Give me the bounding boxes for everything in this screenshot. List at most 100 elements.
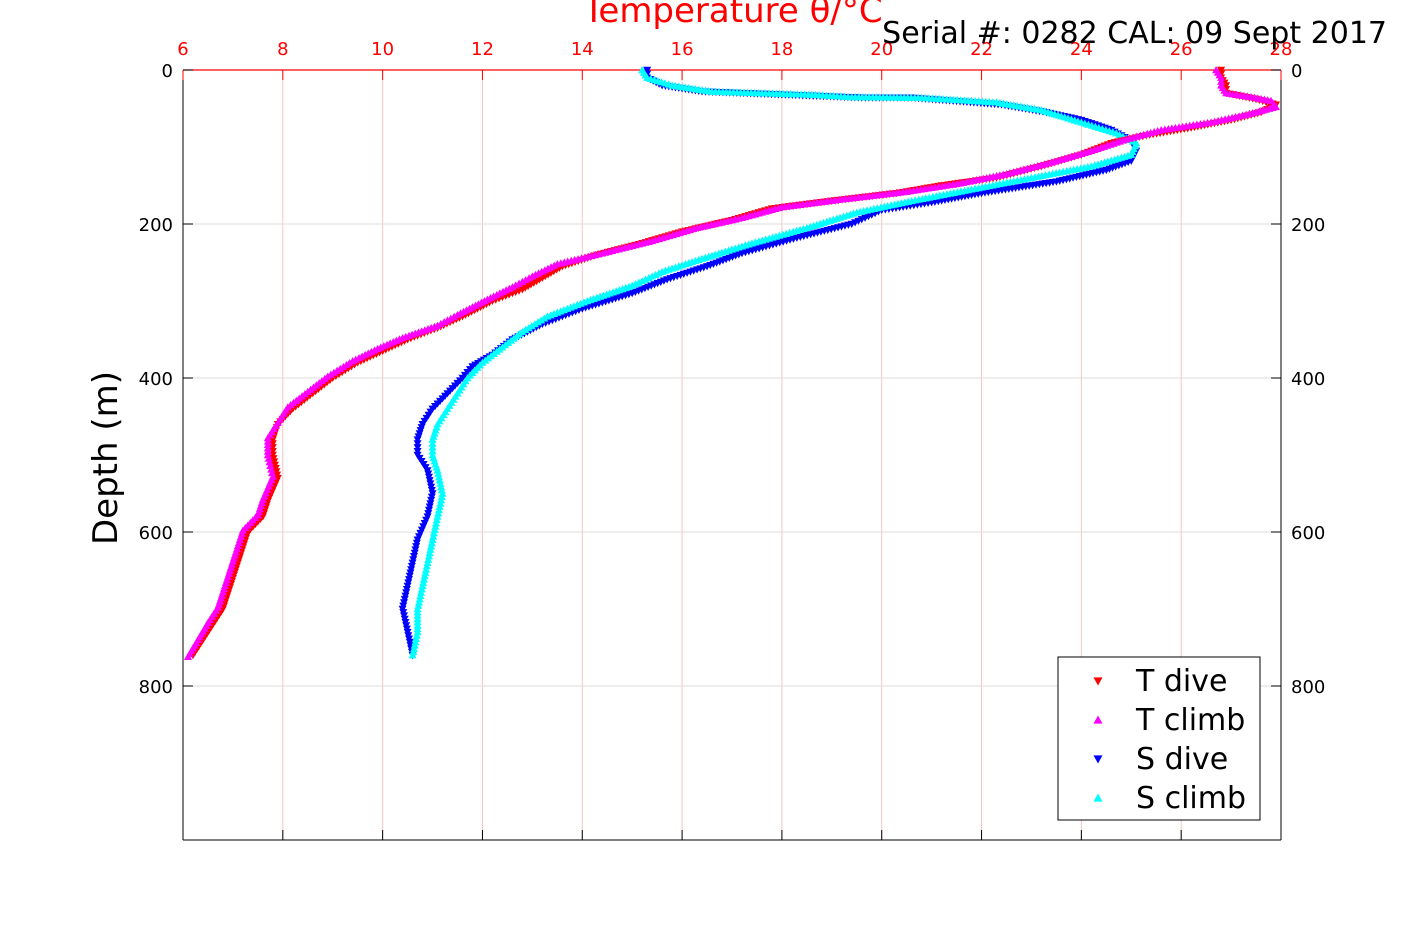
data-point [413, 440, 422, 448]
y-tick-label: 600 [139, 523, 173, 544]
data-point [428, 439, 437, 447]
data-point [409, 647, 418, 656]
data-point [428, 435, 437, 443]
data-point [413, 447, 422, 456]
data-point [419, 575, 428, 583]
data-point [424, 555, 433, 563]
y-tick-label: 400 [139, 369, 173, 390]
data-point [434, 469, 443, 477]
x-tick-label: 22 [970, 39, 993, 60]
data-point [434, 506, 443, 514]
data-point [437, 496, 446, 504]
series-s-dive [398, 66, 1141, 660]
data-point [418, 581, 427, 590]
data-point [432, 515, 441, 524]
data-point [268, 444, 277, 452]
legend-marker [1093, 677, 1103, 686]
data-point [268, 440, 277, 448]
series-s-climb [408, 66, 1141, 659]
data-point [643, 66, 652, 74]
x-tick-label: 20 [870, 39, 893, 60]
y-tick-label-right: 400 [1291, 369, 1325, 390]
data-point [437, 482, 446, 491]
data-point [416, 591, 425, 599]
x-tick-label: 14 [571, 39, 594, 60]
x-tick-label: 10 [371, 39, 394, 60]
data-point [430, 525, 439, 533]
data-point [437, 486, 446, 494]
data-point [417, 588, 426, 596]
data-points [183, 66, 1281, 660]
data-point [432, 519, 441, 527]
data-point [267, 465, 276, 473]
data-point [427, 542, 436, 550]
y-tick-label-right: 600 [1291, 523, 1325, 544]
legend-label: T climb [1135, 703, 1245, 738]
chart-title: Temperature θ/°C [582, 0, 882, 31]
data-point [434, 509, 443, 517]
y-tick-label-right: 0 [1291, 61, 1302, 82]
data-point [435, 502, 444, 510]
y-axis-label: Depth (m) [86, 371, 126, 545]
data-point [1217, 73, 1226, 81]
y-tick-label: 0 [162, 61, 173, 82]
data-point [433, 466, 442, 474]
legend-marker [1093, 793, 1103, 802]
x-tick-label: 18 [770, 39, 793, 60]
x-tick-label: 8 [277, 39, 288, 60]
data-point [429, 529, 438, 537]
data-point [265, 458, 274, 466]
x-tick-label: 24 [1070, 39, 1093, 60]
x-tick-label: 12 [471, 39, 494, 60]
data-point [268, 468, 277, 477]
data-point [421, 568, 430, 576]
data-point [419, 578, 428, 586]
y-tick-label: 200 [139, 215, 173, 236]
data-point [414, 601, 423, 609]
data-point [264, 454, 273, 462]
y-tick-label-right: 800 [1291, 677, 1325, 698]
data-point [438, 489, 447, 497]
data-point [428, 447, 437, 455]
series-t-climb [183, 66, 1281, 660]
data-point [1217, 77, 1226, 85]
data-point [423, 558, 432, 566]
data-point [411, 638, 420, 646]
data-point [412, 634, 421, 642]
data-point [266, 461, 275, 469]
data-point [422, 565, 431, 573]
data-point [437, 492, 446, 500]
data-point [417, 585, 426, 593]
data-point [427, 539, 436, 547]
x-tick-label: 16 [671, 39, 694, 60]
data-point [422, 562, 431, 570]
data-point [412, 631, 421, 639]
data-point [420, 572, 429, 580]
serial-cal-annotation: Serial #: 0282 CAL: 09 Sept 2017 [882, 16, 1387, 51]
chart-labels: Temperature θ/°C Serial #: 0282 CAL: 09 … [86, 0, 1387, 545]
data-point [413, 436, 422, 444]
data-point [413, 444, 422, 452]
data-point [414, 598, 423, 606]
data-point [431, 522, 440, 530]
data-point [434, 473, 443, 481]
data-point [410, 641, 419, 649]
data-point [433, 512, 442, 520]
data-point [415, 595, 424, 603]
x-tick-label: 28 [1270, 39, 1293, 60]
y-tick-label: 800 [139, 677, 173, 698]
legend-marker [1093, 755, 1103, 764]
data-point [424, 552, 433, 560]
data-point [436, 479, 445, 487]
data-point [436, 499, 445, 507]
data-point [408, 651, 417, 659]
legend-marker [1093, 715, 1103, 724]
data-point [425, 548, 434, 557]
data-point [428, 443, 437, 451]
data-point [410, 644, 419, 652]
data-point [268, 436, 277, 444]
data-point [429, 532, 438, 540]
data-point [426, 545, 435, 553]
legend-label: S climb [1136, 781, 1246, 816]
